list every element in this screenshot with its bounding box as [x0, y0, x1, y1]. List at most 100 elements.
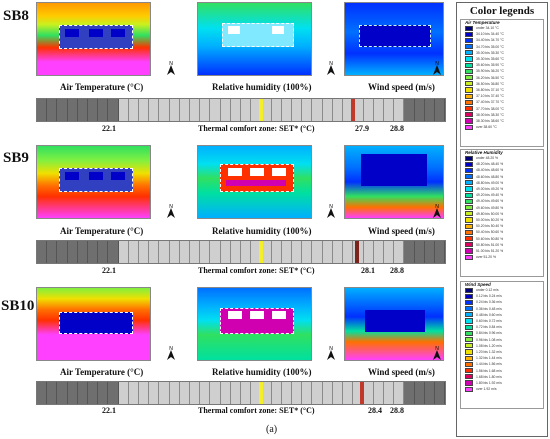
- legend-entry: 35.00 bis 35.30 °C: [465, 50, 543, 56]
- legend-entry: 50.60 bis 50.80 %: [465, 235, 543, 242]
- legend-swatch: [465, 186, 473, 192]
- legend-entry-label: under 34.10 °C: [476, 26, 499, 31]
- legend-swatch: [465, 105, 473, 112]
- legend-entry-label: 1.20 bis 1.32 m/s: [476, 349, 502, 354]
- legend-entry: over 38.60 °C: [465, 124, 543, 130]
- comfort-bar-segment: [434, 99, 446, 121]
- comfort-bar-segment: [353, 241, 364, 263]
- legend-entry-label: over 51.20 %: [476, 255, 496, 260]
- comfort-bar-segment: [424, 241, 435, 263]
- legend-swatch: [465, 81, 473, 87]
- comfort-bar-segment: [312, 382, 323, 404]
- building-block: [228, 168, 242, 176]
- comfort-bar-segment: [210, 241, 221, 263]
- comfort-bar-segment: [312, 99, 323, 121]
- comfort-bar-segment: [394, 382, 405, 404]
- comfort-bar-segment: [292, 99, 303, 121]
- legend-swatch: [465, 343, 473, 349]
- legend-rh-title: Relative Humidity: [465, 150, 503, 155]
- comfort-bar-sb9: [36, 240, 446, 264]
- legend-entry-label: 50.60 bis 50.80 %: [476, 236, 504, 241]
- legend-swatch: [465, 235, 473, 242]
- comfort-bar-segment: [200, 99, 211, 121]
- legend-entry: 50.40 bis 50.60 %: [465, 229, 543, 235]
- legend-entry: under 34.10 °C: [465, 25, 543, 31]
- comfort-bar-segment: [231, 99, 242, 121]
- comfort-bar-segment: [323, 241, 333, 263]
- svg-text:N: N: [435, 61, 439, 67]
- comfort-bar-segment: [394, 99, 405, 121]
- legend-swatch: [465, 299, 473, 306]
- building-footprint: [359, 25, 431, 47]
- comfort-bar-segment: [302, 99, 313, 121]
- building-block: [250, 311, 264, 319]
- comfort-bar-segment: [108, 99, 119, 121]
- north-arrow-icon: N: [327, 204, 335, 218]
- building-block: [228, 311, 242, 319]
- legend-entry-label: 0.12 bis 0.24 m/s: [476, 294, 502, 299]
- comfort-bar-segment: [434, 241, 446, 263]
- comfort-bar-segment: [180, 99, 191, 121]
- comfort-bar-segment: [374, 241, 384, 263]
- svg-text:N: N: [329, 61, 333, 67]
- legend-entry-label: 0.24 bis 0.36 m/s: [476, 300, 502, 305]
- legend-entry-label: 49.60 bis 49.80 %: [476, 205, 504, 210]
- legend-swatch: [465, 68, 473, 74]
- comfort-bar-segment: [170, 99, 180, 121]
- legend-air-title: Air Temperature: [465, 20, 500, 25]
- legend-entry: 49.00 bis 49.20 %: [465, 186, 543, 192]
- legend-swatch: [465, 205, 473, 211]
- comfort-bar-sb10: [36, 381, 446, 405]
- comfort-bar-segment: [210, 382, 221, 404]
- legend-swatch: [465, 223, 473, 229]
- legend-swatch: [465, 161, 473, 167]
- caption-relative-humidity-sb9: Relative humidity (100%): [212, 226, 312, 236]
- comfort-high-sb9: 28.8: [390, 266, 404, 275]
- svg-text:N: N: [169, 346, 173, 352]
- legend-entry-label: 38.00 bis 38.30 °C: [476, 112, 504, 117]
- legend-entry-label: under 48.20 %: [476, 156, 499, 161]
- comfort-bar-segment: [414, 241, 425, 263]
- legend-swatch: [465, 361, 473, 367]
- comfort-bar-segment: [129, 241, 140, 263]
- relative-humidity-map-sb8: [197, 2, 312, 76]
- comfort-bar-segment: [302, 382, 313, 404]
- comfort-bar-segment: [292, 241, 303, 263]
- set-value-marker: [359, 382, 364, 404]
- legend-swatch: [465, 229, 473, 235]
- legend-entry-label: 34.40 bis 34.70 °C: [476, 38, 504, 43]
- comfort-bar-segment: [414, 382, 425, 404]
- building-block: [250, 168, 264, 176]
- comfort-bar-segment: [119, 382, 129, 404]
- legend-swatch: [465, 192, 473, 198]
- set-value-sb9: 28.1: [361, 266, 375, 275]
- legend-entry: 49.80 bis 50.00 %: [465, 211, 543, 217]
- comfort-bar-segment: [200, 241, 211, 263]
- comfort-bar-segment: [159, 382, 170, 404]
- legend-entry-label: 48.40 bis 48.60 %: [476, 168, 504, 173]
- comfort-bar-segment: [384, 241, 395, 263]
- set-value-marker: [351, 99, 356, 121]
- legend-entry-label: 0.60 bis 0.72 m/s: [476, 319, 502, 324]
- comfort-bar-segment: [108, 241, 119, 263]
- air-temperature-map-sb10: [36, 287, 151, 361]
- comfort-bar-segment: [374, 99, 384, 121]
- legend-swatch: [465, 386, 473, 392]
- legend-swatch: [465, 211, 473, 217]
- caption-comfort-zone-sb9: Thermal comfort zone: SET* (°C): [198, 266, 315, 275]
- building-block: [111, 29, 125, 37]
- comfort-bar-segment: [353, 99, 364, 121]
- legend-entry: 34.70 bis 35.00 °C: [465, 44, 543, 50]
- comfort-bar-segment: [129, 99, 140, 121]
- legend-swatch: [465, 287, 473, 293]
- caption-wind-speed-sb9: Wind speed (m/s): [368, 226, 435, 236]
- legend-entry-label: 1.08 bis 1.20 m/s: [476, 343, 502, 348]
- legend-swatch: [465, 25, 473, 31]
- building-block: [65, 172, 79, 180]
- building-block: [228, 26, 240, 34]
- wind-speed-map-sb10: [344, 287, 444, 361]
- legend-entry: 1.08 bis 1.20 m/s: [465, 343, 543, 349]
- legend-entry: 1.44 bis 1.56 m/s: [465, 361, 543, 367]
- building-block: [272, 26, 284, 34]
- legend-entry-label: 49.80 bis 50.00 %: [476, 211, 504, 216]
